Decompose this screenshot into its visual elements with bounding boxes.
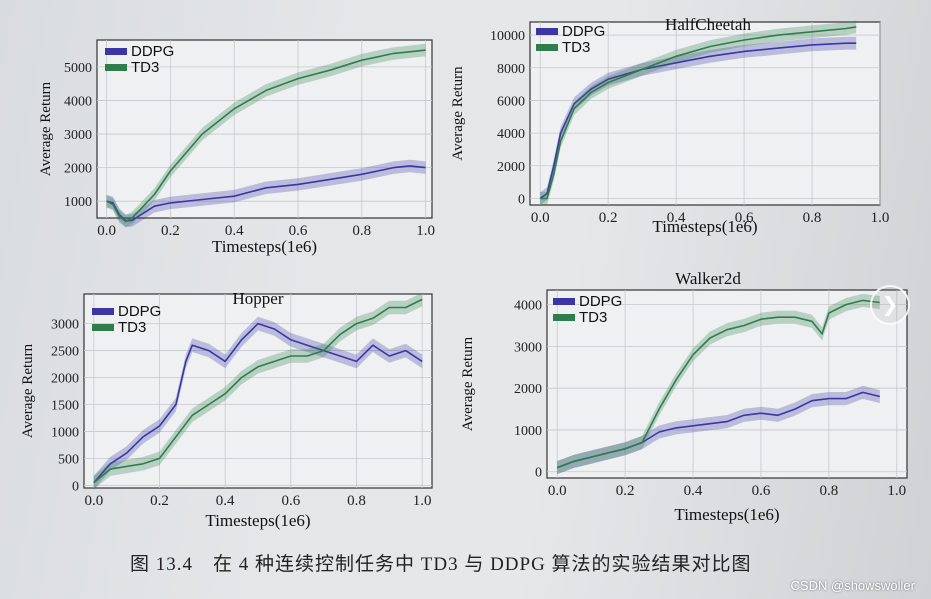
y-tick-label: 3000	[64, 128, 92, 143]
y-tick-label: 2000	[514, 382, 542, 397]
series-band-td3	[93, 292, 423, 490]
chart-panel-halfcheetah: 0.0 0.2 0.4 0.6 0.8 1.0 0 2000 4000 6000 8000 10000…	[450, 0, 910, 275]
x-tick-label: 0.8	[352, 223, 371, 239]
chevron-right-icon: ❯	[881, 292, 899, 316]
x-tick-label: 0.8	[820, 483, 839, 499]
y-tick-label: 3000	[514, 340, 542, 355]
y-axis-label: Average Return	[460, 336, 476, 431]
y-axis-label: Average Return	[450, 66, 466, 161]
legend-swatch-td3	[553, 314, 575, 321]
series-line-ddpg	[93, 322, 423, 484]
chart-title: HalfCheetah	[665, 15, 751, 34]
series-band-td3	[106, 43, 426, 228]
legend-label-td3: TD3	[562, 39, 590, 56]
y-tick-label: 2000	[497, 160, 525, 175]
legend-swatch-ddpg	[553, 298, 575, 305]
plot-area	[546, 289, 908, 479]
legend-label-ddpg: DDPG	[131, 43, 174, 60]
chart-title: Hopper	[233, 289, 284, 308]
y-tick-label: 6000	[497, 94, 525, 109]
legend-label-td3: TD3	[118, 319, 146, 336]
x-axis-label: Timesteps(1e6)	[205, 511, 310, 530]
plot-area	[83, 293, 433, 489]
plot-area	[529, 21, 881, 206]
legend-swatch-td3	[105, 64, 127, 71]
series-line-td3	[556, 299, 880, 469]
x-tick-label: 0.4	[667, 210, 686, 226]
x-tick-label: 1.0	[871, 210, 890, 226]
series-line-td3	[106, 49, 426, 223]
x-tick-label: 0.4	[225, 223, 244, 239]
chart-hopper: 0.0 0.2 0.4 0.6 0.8 1.0 0 500 1000 1500 2000 2500 30…	[20, 289, 433, 530]
x-tick-label: 1.0	[416, 223, 435, 239]
y-tick-label: 1000	[51, 425, 79, 440]
legend-label-ddpg: DDPG	[562, 23, 605, 40]
legend-swatch-ddpg	[105, 48, 127, 55]
x-tick-label: 0.6	[289, 223, 308, 239]
y-tick-label: 1000	[64, 195, 92, 210]
series-band-td3	[557, 293, 880, 475]
series-line-td3	[540, 26, 857, 200]
x-tick-label: 0.0	[548, 483, 567, 499]
legend-swatch-ddpg	[92, 308, 114, 315]
x-axis-label: Timesteps(1e6)	[212, 237, 317, 256]
x-tick-label: 0.4	[216, 493, 235, 509]
chart-top-left: 0.0 0.2 0.4 0.6 0.8 1.0 1000 2000 3000 4000 5000 DD…	[38, 39, 435, 256]
y-axis-label: Average Return	[38, 81, 54, 176]
y-tick-label: 1500	[51, 398, 79, 413]
y-tick-label: 10000	[490, 29, 525, 44]
x-tick-label: 0.0	[531, 210, 550, 226]
y-tick-label: 500	[58, 452, 79, 467]
chart-title: Walker2d	[675, 269, 741, 288]
x-tick-label: 0.8	[803, 210, 822, 226]
x-tick-label: 0.2	[616, 483, 635, 499]
x-tick-label: 0.4	[684, 483, 703, 499]
y-tick-label: 5000	[64, 61, 92, 76]
y-tick-label: 1000	[514, 424, 542, 439]
chart-halfcheetah: 0.0 0.2 0.4 0.6 0.8 1.0 0 2000 4000 6000 8000 10000…	[450, 15, 890, 236]
y-tick-label: 4000	[497, 127, 525, 142]
y-tick-label: 4000	[64, 94, 92, 109]
legend-label-td3: TD3	[579, 309, 607, 326]
chart-panel-walker2d: 0.0 0.2 0.4 0.6 0.8 1.0 0 1000 2000 3000 4000 DDPG T…	[450, 269, 920, 545]
y-tick-label: 2000	[51, 372, 79, 387]
x-axis-label: Timesteps(1e6)	[652, 217, 757, 236]
y-tick-label: 4000	[514, 299, 542, 314]
y-tick-label: 0	[518, 192, 525, 207]
y-tick-label: 8000	[497, 62, 525, 77]
legend-swatch-td3	[536, 44, 558, 51]
x-tick-label: 0.2	[599, 210, 618, 226]
y-tick-label: 2500	[51, 345, 79, 360]
y-tick-label: 2000	[64, 162, 92, 177]
x-tick-label: 1.0	[887, 483, 906, 499]
x-tick-label: 0.2	[150, 493, 169, 509]
legend-label-ddpg: DDPG	[118, 303, 161, 320]
x-tick-label: 0.2	[161, 223, 180, 239]
y-tick-label: 3000	[51, 318, 79, 333]
x-tick-label: 0.8	[347, 493, 366, 509]
series-line-ddpg	[106, 165, 426, 222]
y-tick-label: 0	[72, 479, 79, 494]
x-tick-label: 0.0	[97, 223, 116, 239]
x-tick-label: 1.0	[413, 493, 432, 509]
legend-label-td3: TD3	[131, 59, 159, 76]
legend-swatch-td3	[92, 324, 114, 331]
series-line-td3	[93, 298, 423, 484]
y-tick-label: 0	[535, 466, 542, 481]
x-tick-label: 0.6	[735, 210, 754, 226]
figure-caption: 图 13.4 在 4 种连续控制任务中 TD3 与 DDPG 算法的实验结果对比…	[130, 554, 752, 575]
x-tick-label: 0.6	[281, 493, 300, 509]
series-band-ddpg	[93, 316, 423, 490]
x-axis-label: Timesteps(1e6)	[674, 505, 779, 524]
x-tick-label: 0.6	[752, 483, 771, 499]
next-button[interactable]: ❯	[870, 285, 910, 325]
watermark: CSDN @showswoller	[790, 578, 915, 593]
legend-swatch-ddpg	[536, 28, 558, 35]
chart-panel-top-left: 0.0 0.2 0.4 0.6 0.8 1.0 1000 2000 3000 4000 5000 DD…	[0, 0, 460, 275]
y-axis-label: Average Return	[20, 343, 36, 438]
legend-label-ddpg: DDPG	[579, 293, 622, 310]
x-tick-label: 0.0	[84, 493, 103, 509]
chart-panel-hopper: 0.0 0.2 0.4 0.6 0.8 1.0 0 500 1000 1500 2000 2500 30…	[0, 270, 460, 545]
